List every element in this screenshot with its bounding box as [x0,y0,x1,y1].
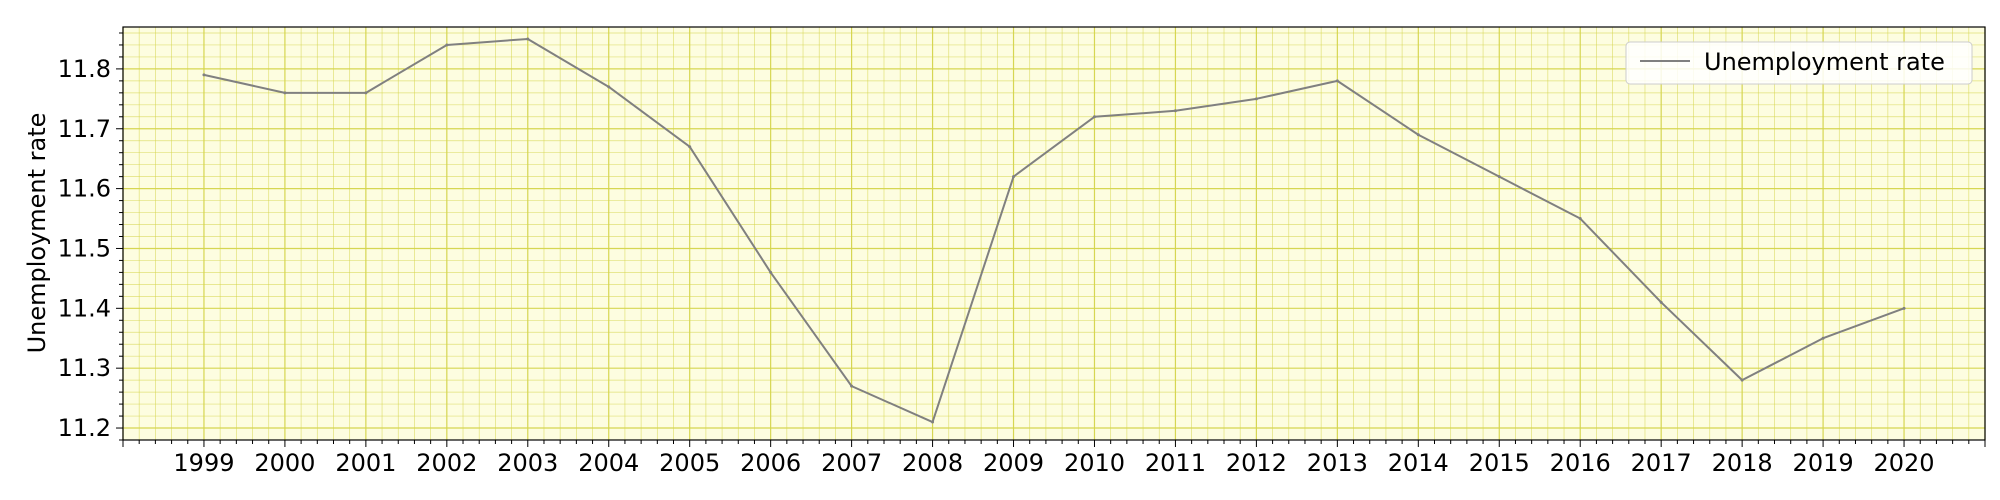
plot-frame [122,26,1986,441]
data-point [769,270,773,274]
data-point [1902,306,1906,310]
x-tick-label: 2008 [902,449,963,477]
data-point [1821,336,1825,340]
x-tick-label: 2014 [1388,449,1449,477]
data-point [364,91,368,95]
data-point [931,420,935,424]
x-axis-ticks: 1999 2000 2001 2002 2003 2004 2005 2006 2007 2008… [122,440,1986,477]
data-point [607,85,611,89]
legend: Unemployment rate [1625,41,1973,85]
x-tick-label: 2001 [335,449,396,477]
y-tick-label: 11.2 [58,414,111,442]
data-point [688,145,692,149]
data-point [1012,175,1016,179]
x-tick-label: 2011 [1145,449,1206,477]
x-tick-label: 2000 [254,449,315,477]
data-point [1740,378,1744,382]
y-axis-ticks: 11.2 11.3 11.4 11.5 11.6 11.7 11.8 [58,32,123,442]
y-tick-label: 11.4 [58,294,111,322]
x-tick-label: 2009 [983,449,1044,477]
data-point [1173,109,1177,113]
series-layer [202,37,1906,424]
data-point [1254,97,1258,101]
data-point [1092,115,1096,119]
x-tick-label: 2010 [1064,449,1125,477]
data-point [202,73,206,77]
minor-grid [123,27,1985,441]
x-tick-label: 1999 [173,449,234,477]
x-tick-label: 2012 [1226,449,1287,477]
x-tick-label: 2019 [1793,449,1854,477]
x-tick-label: 2017 [1631,449,1692,477]
legend-box [1625,41,1973,85]
x-tick-label: 2002 [416,449,477,477]
x-tick-label: 2007 [821,449,882,477]
x-tick-label: 2004 [578,449,639,477]
data-point [1335,79,1339,83]
x-tick-label: 2020 [1874,449,1935,477]
data-point [1497,175,1501,179]
data-point [850,384,854,388]
y-tick-label: 11.7 [58,115,111,143]
x-tick-label: 2013 [1307,449,1368,477]
data-point [1578,217,1582,221]
plot-area [123,27,1985,440]
data-point [445,43,449,47]
y-tick-label: 11.8 [58,55,111,83]
data-point [1659,300,1663,304]
y-tick-label: 11.6 [58,175,111,203]
y-axis-label: Unemployment rate [23,113,51,354]
x-tick-label: 2015 [1469,449,1530,477]
axes [122,26,1986,441]
data-point [526,37,530,41]
series-line [203,37,1905,424]
x-tick-label: 2018 [1712,449,1773,477]
x-tick-label: 2006 [740,449,801,477]
x-tick-label: 2016 [1550,449,1611,477]
y-tick-label: 11.3 [58,354,111,382]
legend-label: Unemployment rate [1704,48,1945,76]
data-point [283,91,287,95]
data-point [1416,133,1420,137]
y-tick-label: 11.5 [58,234,111,262]
x-tick-label: 2003 [497,449,558,477]
x-tick-label: 2005 [659,449,720,477]
